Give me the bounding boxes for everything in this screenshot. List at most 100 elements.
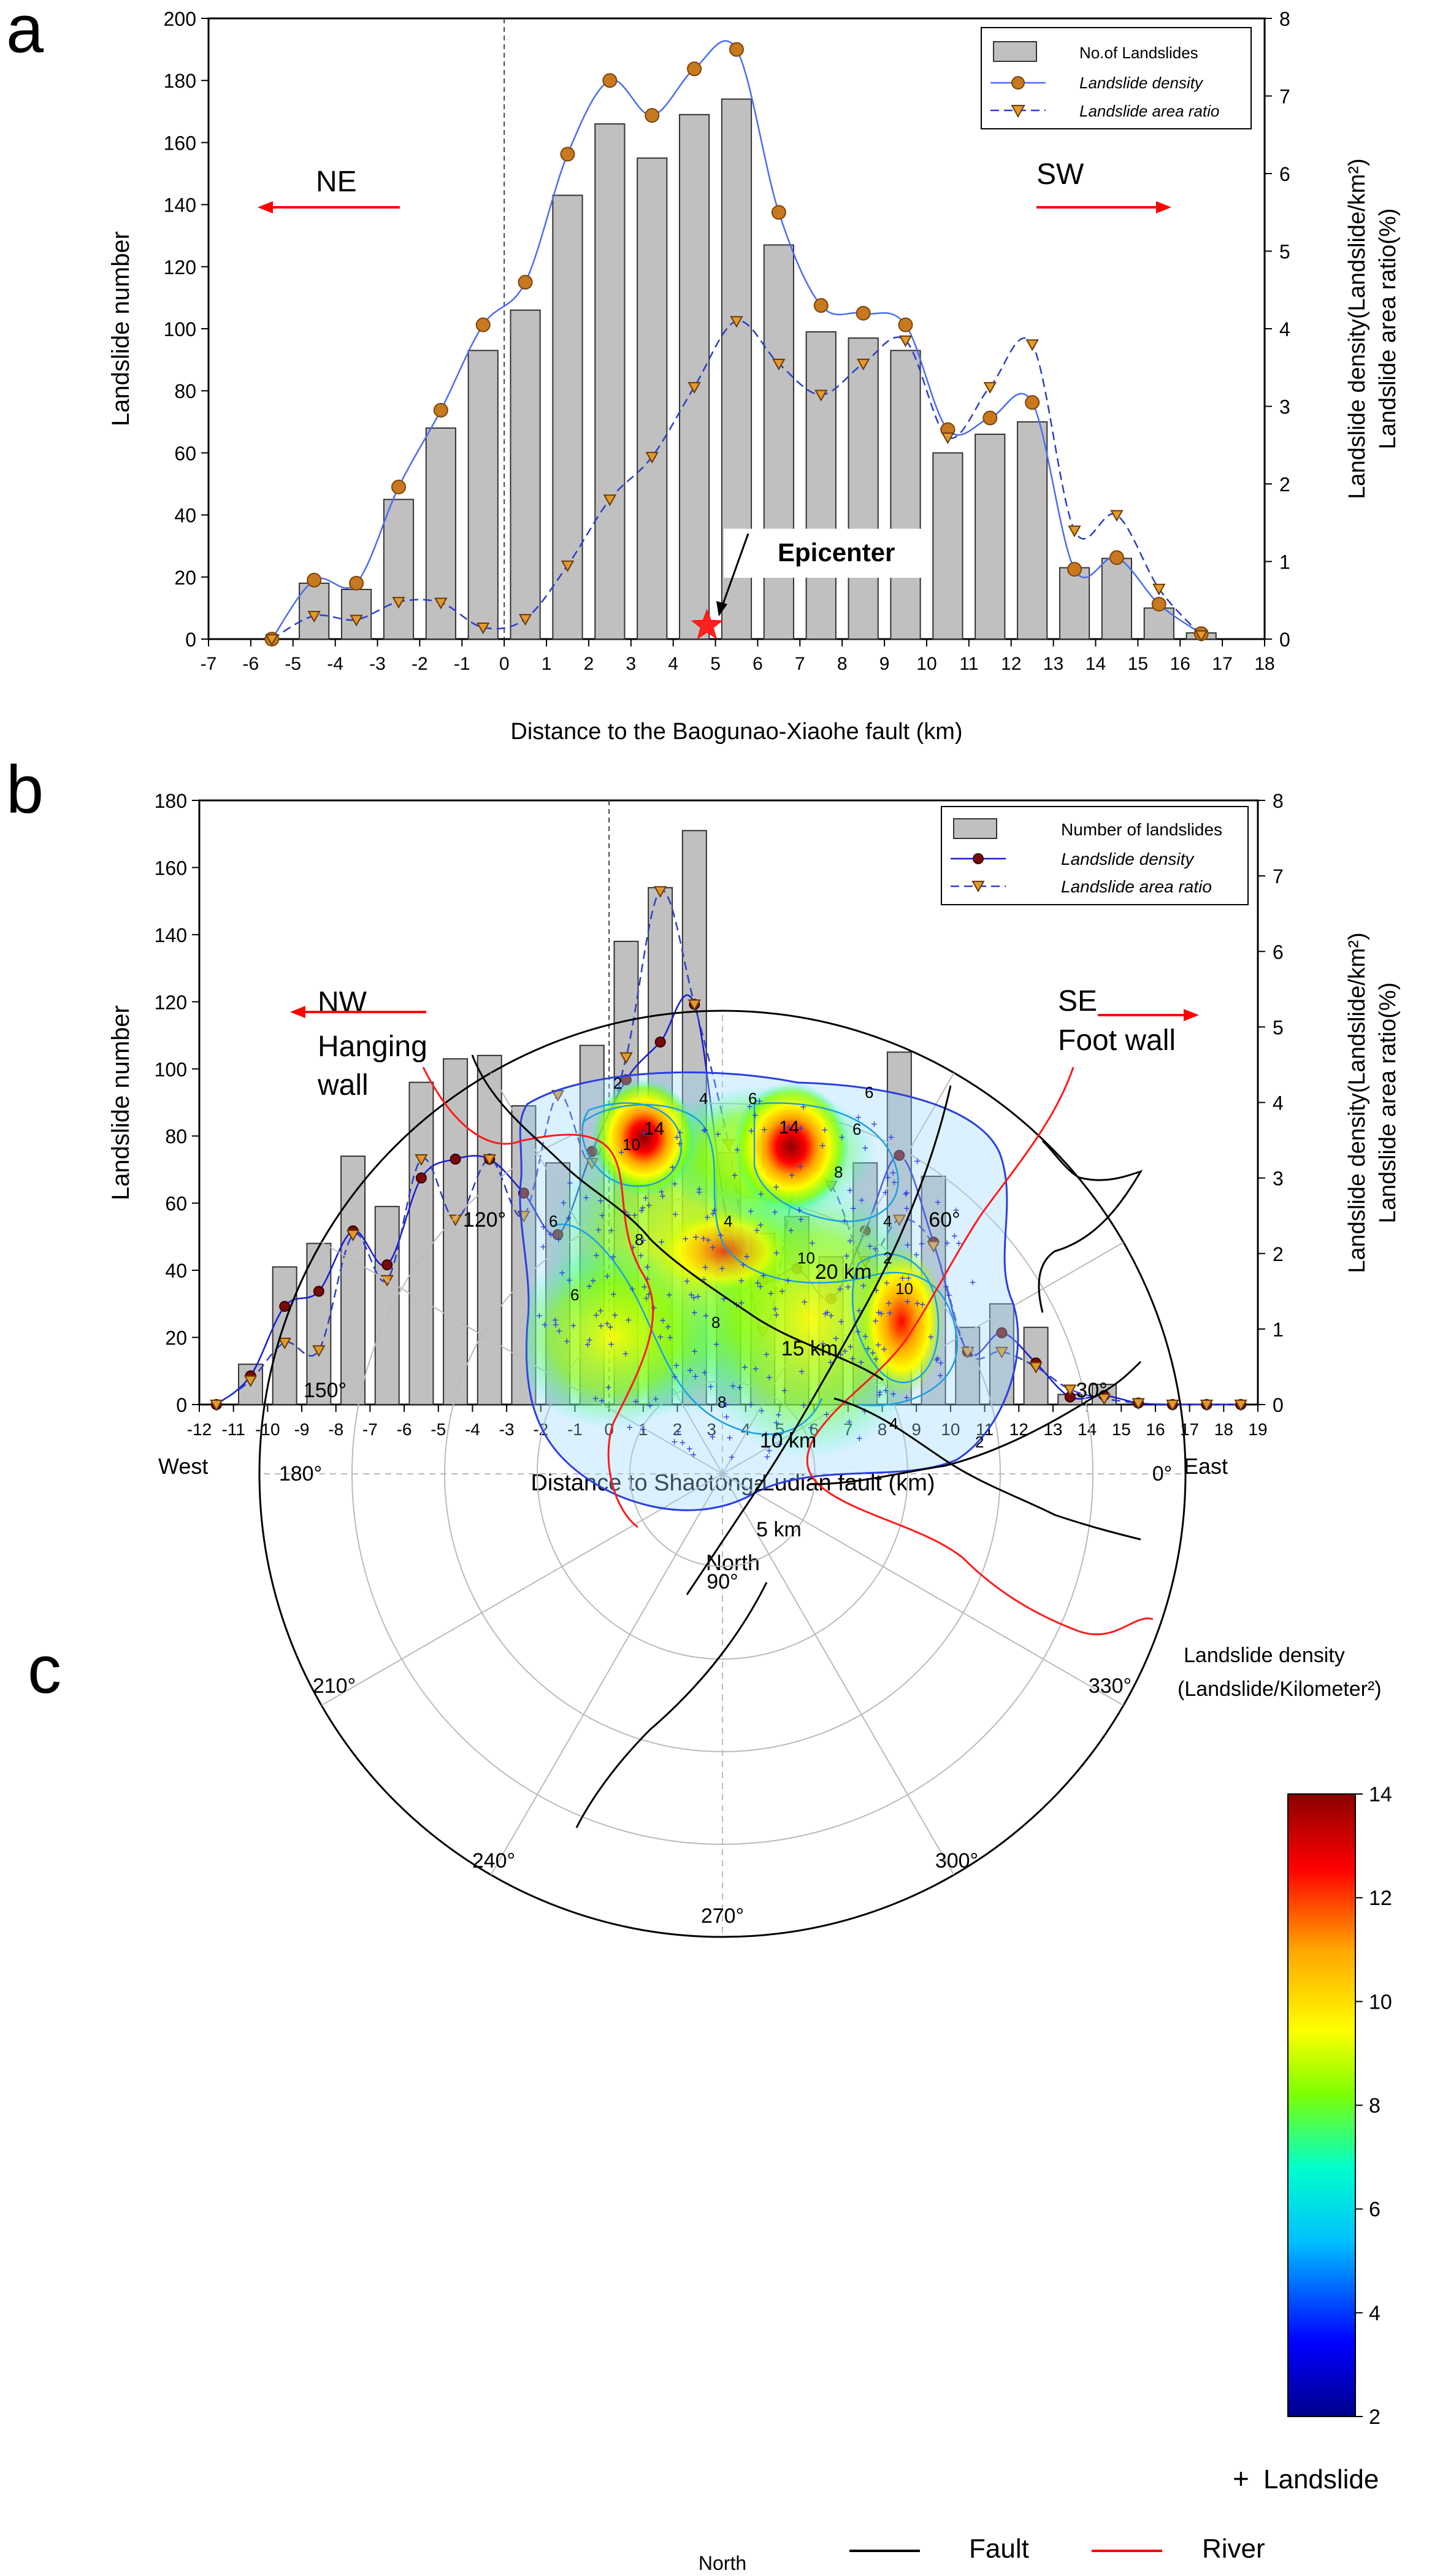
- landslide-point: +: [890, 1167, 897, 1179]
- y2-tick-label: 1: [1279, 551, 1290, 573]
- river-line: [422, 1067, 654, 1528]
- y-tick-label: 120: [164, 256, 196, 278]
- landslide-point: +: [953, 1205, 960, 1217]
- area-ratio-point: [772, 358, 786, 370]
- landslide-point: +: [714, 1128, 721, 1140]
- landslide-point: +: [944, 1237, 951, 1249]
- density-point: [645, 108, 660, 123]
- landslide-point: +: [919, 1238, 925, 1250]
- hotspot-southeast: [859, 1248, 944, 1395]
- landslide-point: +: [686, 1443, 693, 1455]
- landslide-point: +: [883, 1385, 889, 1397]
- landslide-point: +: [658, 1236, 665, 1248]
- x-tick-label: 15: [1112, 1420, 1131, 1439]
- landslide-point: +: [667, 1332, 674, 1344]
- landslide-point: +: [643, 1192, 649, 1205]
- landslide-point: +: [772, 1303, 779, 1316]
- landslide-point: +: [691, 1345, 698, 1357]
- y2-tick-label: 8: [1279, 8, 1290, 30]
- landslide-point: +: [680, 1437, 686, 1449]
- chart-a-y2label-line2: Landslide area ratio(%): [1375, 209, 1401, 450]
- landslide-point: +: [809, 1237, 816, 1249]
- landslide-point: +: [757, 1281, 764, 1293]
- contour-label: 8: [711, 1313, 720, 1332]
- landslide-point: +: [838, 1316, 844, 1328]
- landslide-point: +: [796, 1204, 803, 1216]
- landslide-point: +: [882, 1186, 889, 1198]
- landslide-point: +: [700, 1232, 707, 1244]
- y-tick-label: 0: [185, 629, 196, 651]
- landslide-point: +: [787, 1225, 794, 1237]
- polar-angle-label: 270°: [701, 1904, 744, 1928]
- landslide-point: +: [885, 1171, 892, 1184]
- landslide-point: +: [710, 1241, 716, 1254]
- landslide-point: +: [651, 1302, 657, 1314]
- density-point: [560, 147, 575, 162]
- landslide-point: +: [902, 1188, 909, 1200]
- chart-a-epicenter-label: Epicenter: [778, 538, 895, 567]
- colorbar: Landslide density (Landslide/Kilometer²)…: [1178, 1644, 1392, 2429]
- area-ratio-point: [619, 1052, 633, 1064]
- contour-label: 6: [570, 1286, 579, 1304]
- panel-letter-c: c: [28, 1632, 61, 1708]
- area-ratio-point: [350, 615, 363, 627]
- x-tick-label: 13: [1043, 1420, 1062, 1439]
- landslide-point: +: [598, 1320, 605, 1332]
- landslide-point: +: [604, 1318, 611, 1330]
- landslide-point: +: [719, 1262, 726, 1275]
- y-tick-label: 60: [165, 1193, 187, 1215]
- y-tick-label: 200: [164, 8, 196, 30]
- area-ratio-point: [995, 1346, 1009, 1359]
- density-point: [391, 480, 406, 495]
- y2-tick-label: 7: [1279, 86, 1290, 108]
- density-point: [729, 42, 744, 57]
- landslide-point: +: [754, 1277, 761, 1289]
- landslide-point: +: [672, 1178, 678, 1190]
- landslide-point: +: [839, 1131, 846, 1143]
- landslide-point: +: [540, 1221, 547, 1233]
- y2-tick-label: 3: [1273, 1168, 1284, 1190]
- landslide-point: +: [638, 1250, 645, 1262]
- y2-tick-label: 2: [1273, 1243, 1284, 1265]
- bar: [467, 350, 499, 640]
- landslide-point: +: [943, 1281, 949, 1293]
- landslide-point: +: [878, 1308, 885, 1320]
- landslide-point: +: [766, 1444, 773, 1457]
- landslide-point: +: [843, 1250, 850, 1262]
- x-tick-label: 17: [1212, 654, 1232, 674]
- landslide-point: +: [597, 1305, 604, 1317]
- density-point: [898, 317, 913, 332]
- landslide-point: +: [643, 1292, 650, 1305]
- landslide-point: +: [928, 1331, 935, 1343]
- area-ratio-point: [265, 634, 279, 646]
- contour-line: [582, 1104, 958, 1406]
- bar: [1059, 567, 1090, 640]
- landslide-point: +: [734, 1144, 741, 1156]
- landslide-point: +: [640, 1423, 646, 1435]
- bar: [340, 589, 372, 640]
- landslide-point: +: [886, 1297, 892, 1309]
- chart-a-legend-bars: No.of Landslides: [1079, 44, 1198, 62]
- landslide-point: +: [756, 1095, 763, 1108]
- landslide-point: +: [736, 1382, 743, 1394]
- landslide-point: +: [741, 1361, 748, 1373]
- x-tick-label: -3: [369, 654, 386, 674]
- polar-spoke: [321, 1473, 723, 1706]
- landslide-point: +: [785, 1275, 792, 1287]
- landslide-point: +: [819, 1140, 826, 1152]
- y2-tick-label: 4: [1273, 1092, 1284, 1114]
- x-tick-label: -6: [397, 1420, 412, 1439]
- x-tick-label: 5: [710, 654, 721, 674]
- bar: [763, 244, 794, 640]
- landslide-point: +: [847, 1341, 854, 1353]
- polar-angle-label: 120°: [463, 1208, 506, 1232]
- landslide-point: +: [798, 1214, 805, 1226]
- density-point: [433, 402, 448, 418]
- area-ratio-point: [1194, 630, 1208, 642]
- landslide-point: +: [705, 1234, 711, 1246]
- contour-label: 8: [635, 1230, 643, 1249]
- bar: [552, 194, 583, 640]
- density-point: [982, 410, 998, 426]
- x-tick-label: 0: [499, 654, 510, 674]
- y-tick-label: 140: [155, 924, 187, 946]
